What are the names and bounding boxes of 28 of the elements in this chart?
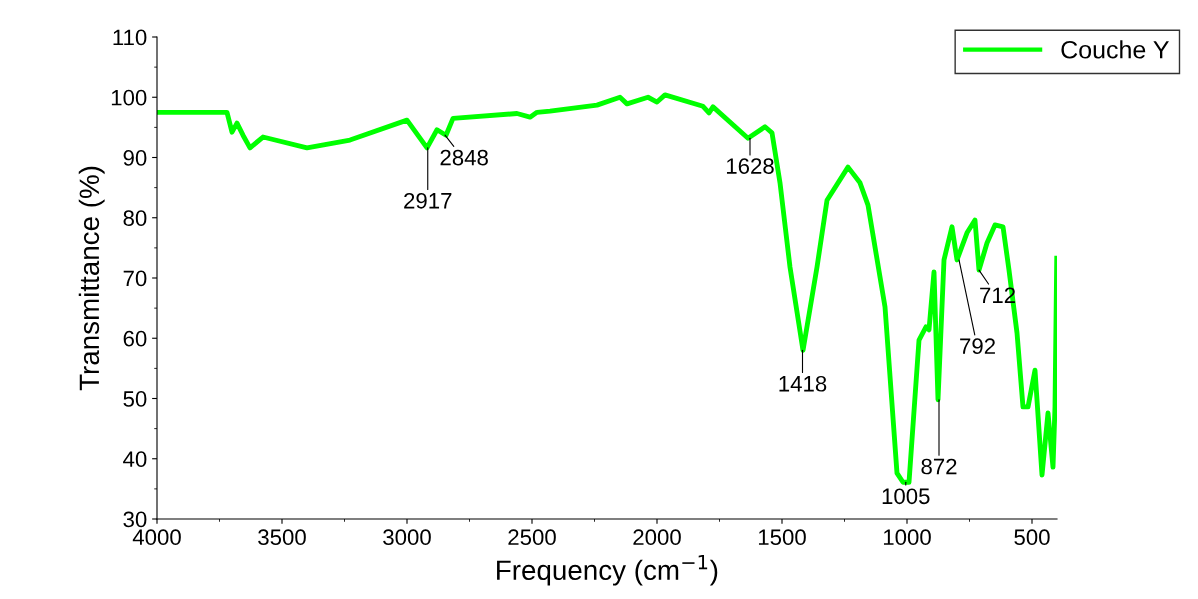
x-tick-label: 1000 <box>883 529 931 546</box>
annotation: 1628 <box>726 158 774 174</box>
x-tick-label: 1500 <box>758 529 806 546</box>
x-tick-label: 500 <box>1014 529 1050 546</box>
y-axis-title: Transmittance (%) <box>78 166 105 391</box>
y-tick-label: 90 <box>123 150 147 166</box>
y-tick-label: 110 <box>113 29 147 46</box>
x-tick-label: 4000 <box>132 529 181 546</box>
annotation: 872 <box>921 458 957 475</box>
y-tick-label: 100 <box>111 89 147 106</box>
y-tick-label: 60 <box>123 330 147 347</box>
x-tick-label: 3500 <box>258 529 306 546</box>
y-tick-label: 30 <box>123 511 147 528</box>
x-tick-label: 3000 <box>383 529 431 546</box>
annotation: 2917 <box>404 192 452 209</box>
y-tick-label: 40 <box>123 451 147 468</box>
line-series <box>157 92 1057 485</box>
y-tick-label: 80 <box>123 210 147 227</box>
annotation: 2848 <box>440 149 488 166</box>
x-tick-label: 2000 <box>633 529 681 546</box>
annotation: 1418 <box>779 375 827 392</box>
y-tick-label: 70 <box>123 270 147 287</box>
x-tick-label: 2500 <box>508 529 556 546</box>
annotation: 792 <box>960 338 995 355</box>
legend-label: Couche Y <box>1061 40 1169 59</box>
x-axis-title: Frequency (cm$^{−1}$) <box>497 554 718 586</box>
y-tick-label: 50 <box>123 391 147 407</box>
annotation: 1005 <box>882 488 930 505</box>
